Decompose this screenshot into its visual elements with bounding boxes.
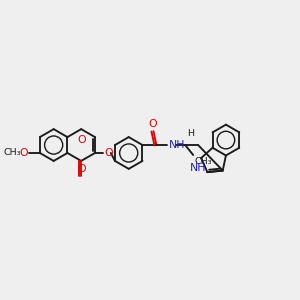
Text: NH: NH: [190, 163, 206, 173]
Text: O: O: [78, 135, 86, 145]
Text: H: H: [187, 129, 194, 138]
Text: NH: NH: [169, 140, 186, 150]
Text: O: O: [77, 164, 85, 174]
Text: O: O: [104, 148, 112, 158]
Text: O: O: [148, 119, 157, 129]
Text: CH₃: CH₃: [194, 157, 211, 166]
Text: CH₃: CH₃: [4, 148, 21, 158]
Text: O: O: [20, 148, 28, 158]
